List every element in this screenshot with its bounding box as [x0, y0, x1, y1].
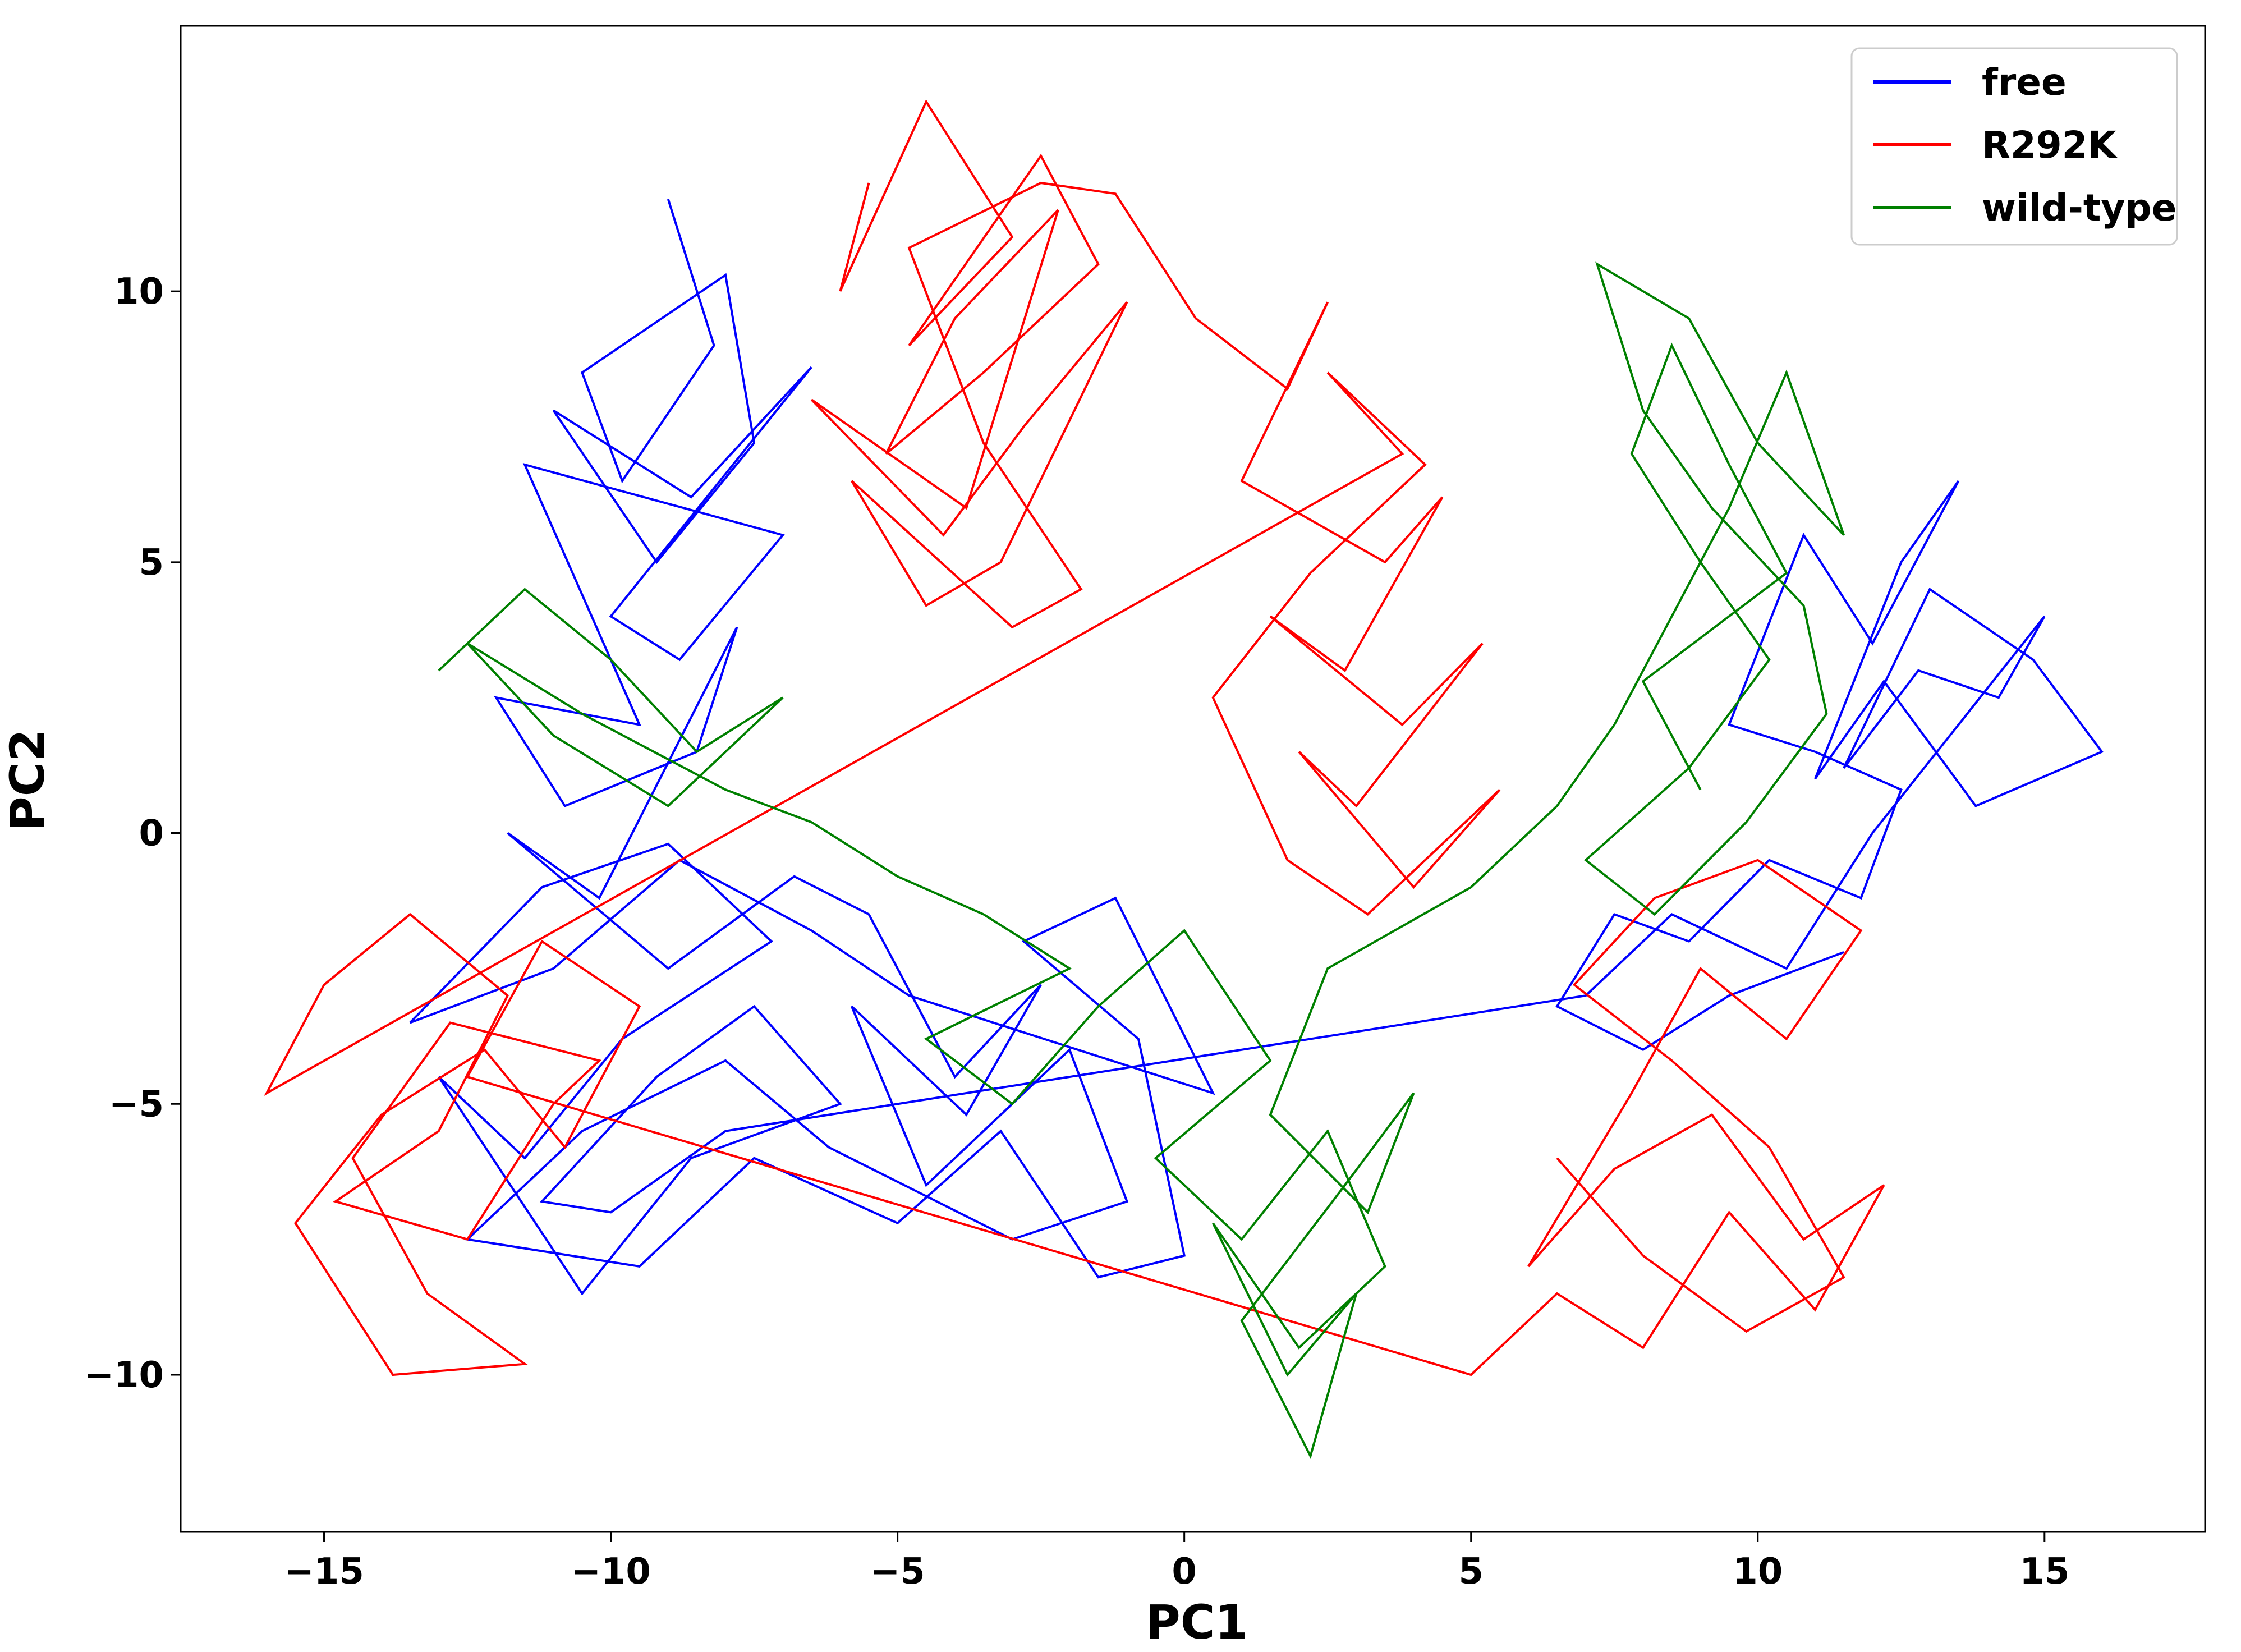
series-line-2: [438, 261, 1845, 1460]
x-tick-label: 10: [1733, 1551, 1783, 1593]
x-axis-label: PC1: [1146, 1595, 1248, 1650]
series-layer: [264, 99, 2104, 1460]
plot-frame: [180, 25, 2206, 1533]
legend-label: wild-type: [1982, 186, 2176, 230]
y-axis: −10 −5 0 5 10: [84, 271, 181, 1396]
x-tick-label: 0: [1172, 1551, 1197, 1593]
legend: free R292K wild-type: [1850, 47, 2178, 246]
y-axis-label: PC2: [0, 729, 55, 831]
legend-label: R292K: [1982, 123, 2118, 167]
y-tick-label: 0: [139, 813, 164, 855]
y-tick-label: 5: [139, 542, 164, 584]
x-tick-label: 5: [1458, 1551, 1484, 1593]
legend-label: free: [1982, 61, 2067, 104]
series-line-1: [264, 99, 1885, 1376]
y-tick-label: −5: [109, 1084, 164, 1125]
legend-box: [1850, 47, 2178, 246]
series-line-0: [409, 199, 2104, 1296]
x-tick-label: −10: [571, 1551, 651, 1593]
x-tick-label: −5: [870, 1551, 925, 1593]
x-tick-label: −15: [284, 1551, 364, 1593]
x-tick-label: 15: [2019, 1551, 2069, 1593]
plot-area: [181, 26, 2205, 1532]
y-tick-label: 10: [114, 271, 164, 313]
y-tick-label: −10: [84, 1355, 164, 1396]
x-axis: −15 −10 −5 0 5 10 15: [284, 1532, 2069, 1593]
